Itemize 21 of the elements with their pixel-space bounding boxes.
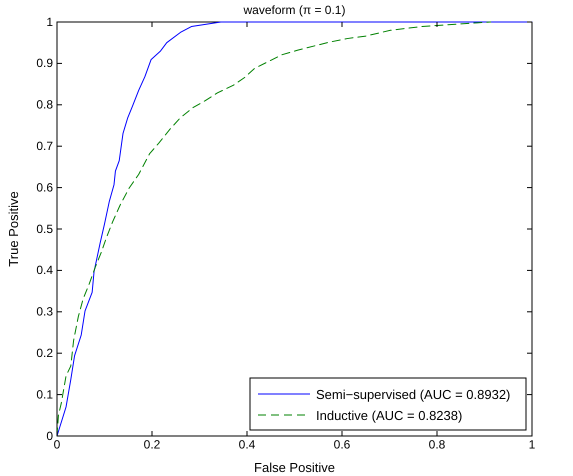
legend-label: Inductive (AUC = 0.8238) (316, 408, 462, 423)
x-axis-title: False Positive (254, 460, 335, 475)
y-tick-label: 0.9 (36, 56, 54, 70)
x-tick-label: 0.2 (144, 438, 161, 452)
y-axis-title: True Positive (6, 191, 21, 267)
x-tick-label: 0.4 (238, 438, 256, 452)
chart-title: waveform (π = 0.1) (242, 3, 346, 17)
legend-label: Semi−supervised (AUC = 0.8932) (316, 387, 510, 402)
y-tick-label: 0.2 (36, 346, 54, 360)
y-tick-label: 0.4 (36, 263, 54, 278)
y-tick-label: 1 (46, 14, 54, 29)
y-tick-label: 0.5 (36, 222, 54, 236)
y-tick-label: 0 (46, 428, 54, 443)
x-tick-label: 1 (528, 438, 536, 452)
y-tick-label: 0.3 (36, 304, 54, 319)
y-tick-label: 0.8 (36, 98, 54, 112)
y-tick-label: 0.1 (36, 387, 54, 402)
x-tick-label: 0.6 (334, 438, 351, 452)
y-tick-label: 0.6 (36, 180, 54, 194)
y-tick-label: 0.7 (36, 139, 54, 154)
x-tick-label: 0.8 (428, 438, 446, 452)
